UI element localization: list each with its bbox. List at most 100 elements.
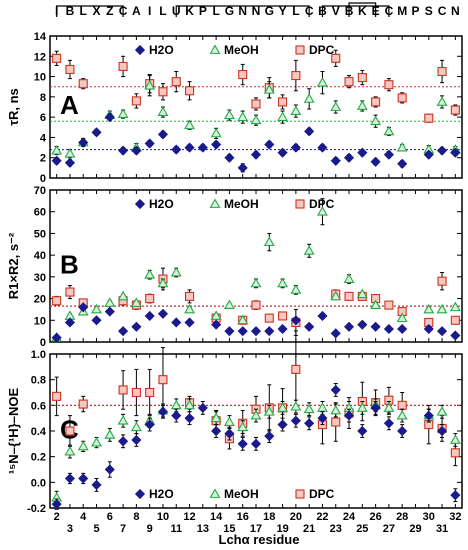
- panel-B: 0 10 20 30 40 50 60 70 B R1×R2, s⁻² H2O MeOH DPC: [6, 185, 463, 349]
- dpc-point: [295, 489, 305, 499]
- sequence-letter: P: [411, 4, 419, 18]
- h2o-point: [184, 317, 195, 328]
- h2o-point: [118, 145, 129, 156]
- y-axis-label: R1×R2, s⁻²: [6, 232, 21, 299]
- meoh-point: [77, 440, 89, 451]
- y-tick-label: 70: [34, 185, 46, 197]
- meoh-point: [209, 44, 221, 54]
- x-tick-label: 12: [183, 511, 195, 523]
- h2o-point: [250, 326, 262, 337]
- legend-item-h2o: H2O: [134, 197, 174, 211]
- h2o-point: [357, 425, 368, 437]
- x-tick-label: 19: [276, 523, 288, 535]
- h2o-point: [197, 142, 208, 153]
- h2o-point: [277, 147, 288, 158]
- meoh-point: [449, 434, 461, 444]
- legend-label: DPC: [309, 197, 335, 211]
- dpc-point: [131, 387, 141, 398]
- x-tick-label: 10: [157, 511, 169, 523]
- h2o-point: [304, 126, 315, 137]
- series-h2o: [51, 112, 461, 173]
- y-tick-label: 0: [40, 337, 46, 349]
- meoh-point: [343, 273, 355, 283]
- x-tick-label: 21: [303, 523, 315, 535]
- dpc-point: [78, 79, 88, 89]
- meoh-point: [64, 445, 76, 456]
- meoh-point: [250, 409, 262, 420]
- dpc-point: [145, 387, 155, 398]
- x-tick-label: 3: [67, 523, 73, 535]
- h2o-point: [290, 142, 301, 153]
- meoh-point: [290, 105, 302, 115]
- dpc-point: [251, 99, 261, 109]
- h2o-point: [144, 138, 155, 149]
- sequence-letter: B: [66, 4, 75, 18]
- y-tick-label: 10: [34, 72, 46, 84]
- y-axis-label: ¹⁵N–{¹H}–NOE: [6, 388, 21, 475]
- meoh-point: [317, 206, 328, 216]
- meoh-point: [237, 111, 249, 122]
- meoh-point: [223, 109, 235, 120]
- meoh-point: [144, 269, 156, 279]
- sequence-letter: P: [199, 4, 207, 18]
- h2o-point: [211, 425, 222, 437]
- x-tick-labels: 2345678910111213141516171819202122232425…: [54, 511, 462, 535]
- x-tick-label: 30: [423, 511, 435, 523]
- disulfide-bridges: [56, 2, 390, 17]
- h2o-point: [370, 156, 381, 167]
- x-tick-label: 20: [290, 511, 302, 523]
- h2o-point: [370, 321, 381, 332]
- x-tick-label: 14: [210, 511, 223, 523]
- x-tick-label: 13: [197, 523, 209, 535]
- dpc-point: [52, 391, 62, 401]
- h2o-point: [237, 438, 248, 449]
- meoh-point: [436, 96, 448, 106]
- h2o-point: [224, 326, 235, 337]
- legend-item-dpc: DPC: [295, 43, 335, 57]
- h2o-point: [171, 410, 182, 421]
- dpc-point: [295, 45, 305, 55]
- legend-item-dpc: DPC: [295, 487, 335, 501]
- h2o-point: [64, 473, 76, 484]
- x-tick-label: 8: [133, 511, 139, 523]
- x-tick-label: 9: [147, 523, 153, 535]
- sequence-letter: G: [265, 4, 274, 18]
- panel-A: 0 2 4 6 8 10 12 14 AτR, ns H2O MeOH DPC: [6, 31, 463, 185]
- h2o-point: [264, 431, 275, 442]
- legend-label: MeOH: [224, 43, 259, 57]
- h2o-point: [197, 402, 208, 413]
- meoh-point: [277, 277, 289, 288]
- dpc-point: [384, 80, 394, 90]
- meoh-point: [370, 115, 382, 126]
- dpc-point: [52, 53, 62, 63]
- h2o-point: [131, 321, 142, 332]
- h2o-point: [51, 155, 62, 166]
- meoh-point: [157, 277, 169, 288]
- h2o-point: [304, 321, 315, 332]
- dpc-point: [371, 97, 381, 107]
- dpc-point: [158, 375, 168, 385]
- dpc-point: [450, 105, 460, 115]
- legend-item-dpc: DPC: [295, 197, 335, 211]
- h2o-point: [118, 436, 129, 447]
- h2o-point: [237, 162, 248, 173]
- panel-label: B: [60, 250, 79, 280]
- h2o-point: [104, 306, 115, 317]
- meoh-point: [449, 301, 461, 312]
- h2o-point: [397, 158, 408, 169]
- dpc-point: [424, 113, 434, 123]
- dpc-point: [397, 400, 407, 410]
- h2o-point: [134, 488, 146, 500]
- x-tick-label: 29: [409, 523, 421, 535]
- h2o-point: [277, 323, 288, 335]
- h2o-point: [171, 144, 182, 155]
- meoh-point: [184, 119, 195, 130]
- sequence-letter: X: [93, 4, 101, 18]
- h2o-point: [317, 142, 328, 153]
- x-tick-label: 22: [316, 511, 328, 523]
- h2o-point: [250, 149, 262, 160]
- x-tick-label: 32: [449, 511, 461, 523]
- y-tick-label: 2: [40, 153, 46, 165]
- y-tick-label: -0.2: [27, 503, 46, 515]
- y-tick-label: 6: [40, 112, 46, 124]
